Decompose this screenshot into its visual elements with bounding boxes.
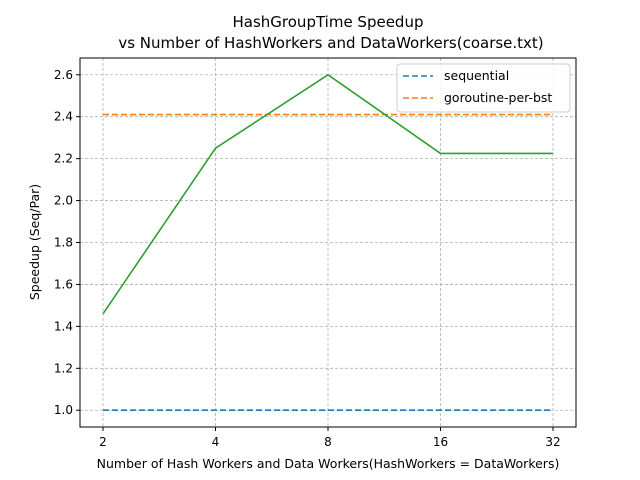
data-series <box>102 73 553 412</box>
legend-label-goroutine-per-bst: goroutine-per-bst <box>444 90 552 105</box>
y-tick-label: 1.2 <box>54 361 73 375</box>
y-tick-label: 1.4 <box>54 319 73 333</box>
x-tick-label: 8 <box>324 435 332 449</box>
x-axis-ticks: 2 4 8 16 32 <box>99 427 561 449</box>
x-tick-label: 4 <box>212 435 220 449</box>
y-tick-label: 2.6 <box>54 68 73 82</box>
y-tick-label: 2.2 <box>54 152 73 166</box>
y-axis-label: Speedup (Seq/Par) <box>27 184 42 300</box>
x-axis-label: Number of Hash Workers and Data Workers(… <box>97 456 560 471</box>
chart-title-line-2: vs Number of HashWorkers and DataWorkers… <box>118 34 543 52</box>
y-tick-label: 2.4 <box>54 110 73 124</box>
legend-box <box>396 63 571 113</box>
y-tick-label: 1.6 <box>54 277 73 291</box>
x-tick-label: 16 <box>433 435 448 449</box>
legend-label-sequential: sequential <box>444 68 509 83</box>
x-tick-label: 2 <box>99 435 107 449</box>
legend: sequential goroutine-per-bst <box>396 63 571 113</box>
y-axis-ticks: 1.0 1.2 1.4 1.6 1.8 2.0 2.2 2.4 2.6 <box>54 68 80 417</box>
x-tick-label: 32 <box>545 435 560 449</box>
series-line-unlabeled <box>102 73 553 315</box>
y-tick-label: 1.8 <box>54 236 73 250</box>
y-tick-label: 2.0 <box>54 194 73 208</box>
grid-lines <box>80 58 576 427</box>
chart-title-line-1: HashGroupTime Speedup <box>233 13 424 31</box>
y-tick-label: 1.0 <box>54 403 73 417</box>
